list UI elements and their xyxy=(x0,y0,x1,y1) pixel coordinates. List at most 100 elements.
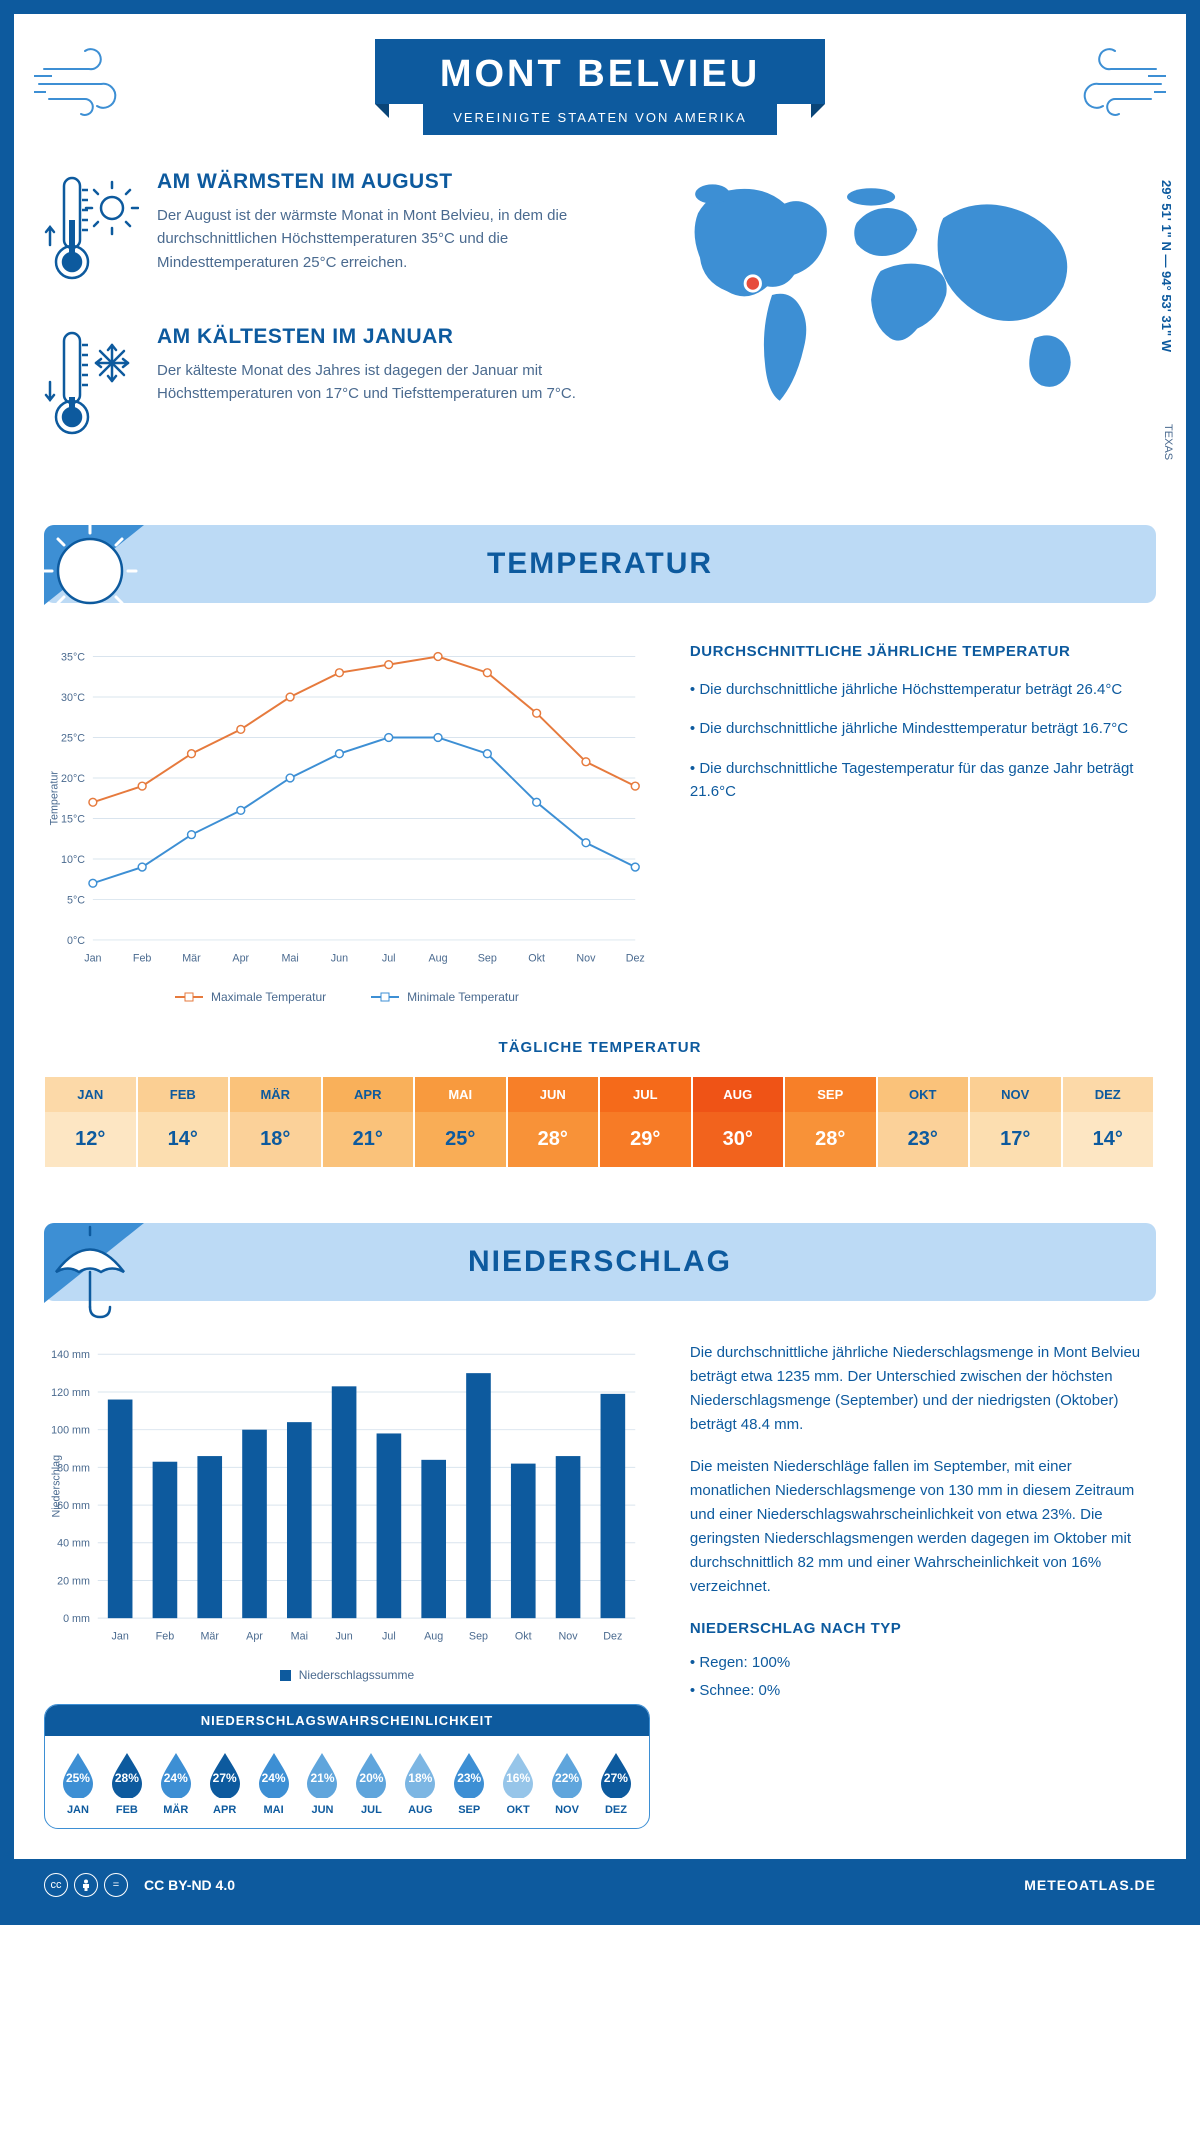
svg-text:Mär: Mär xyxy=(182,952,201,964)
daily-month-head: FEB xyxy=(138,1077,231,1112)
prob-value: 24% xyxy=(262,1771,286,1785)
svg-text:Aug: Aug xyxy=(424,1631,443,1643)
svg-text:100 mm: 100 mm xyxy=(51,1425,90,1437)
svg-text:Apr: Apr xyxy=(246,1631,263,1643)
raindrop-icon: 25% xyxy=(59,1750,97,1798)
prob-value: 27% xyxy=(213,1771,237,1785)
prob-month: APR xyxy=(202,1804,248,1816)
raindrop-icon: 27% xyxy=(597,1750,635,1798)
temperature-legend: .legend-item:nth-child(1) .legend-line::… xyxy=(44,990,650,1004)
svg-text:Jan: Jan xyxy=(84,952,101,964)
daily-temp-value: 14° xyxy=(1063,1112,1156,1167)
legend-precip: Niederschlagssumme xyxy=(280,1668,414,1682)
raindrop-icon: 20% xyxy=(352,1750,390,1798)
daily-month-head: JUN xyxy=(508,1077,601,1112)
prob-month: JUL xyxy=(348,1804,394,1816)
legend-min-label: Minimale Temperatur xyxy=(407,990,519,1004)
svg-text:40 mm: 40 mm xyxy=(57,1538,90,1550)
prob-value: 28% xyxy=(115,1771,139,1785)
daily-month-head: JAN xyxy=(45,1077,138,1112)
prob-month: NOV xyxy=(544,1804,590,1816)
precip-type-heading: NIEDERSCHLAG NACH TYP xyxy=(690,1617,1156,1641)
daily-temp-value: 28° xyxy=(508,1112,601,1167)
prob-value: 21% xyxy=(310,1771,334,1785)
prob-month: MÄR xyxy=(153,1804,199,1816)
precip-info: Die durchschnittliche jährliche Niedersc… xyxy=(690,1341,1156,1829)
svg-text:Dez: Dez xyxy=(626,952,645,964)
svg-text:30°C: 30°C xyxy=(61,692,85,704)
daily-month-head: AUG xyxy=(693,1077,786,1112)
legend-precip-label: Niederschlagssumme xyxy=(299,1668,414,1682)
prob-month: JUN xyxy=(300,1804,346,1816)
prob-month: DEZ xyxy=(593,1804,639,1816)
daily-month-head: DEZ xyxy=(1063,1077,1156,1112)
daily-temperature: TÄGLICHE TEMPERATUR JANFEBMÄRAPRMAIJUNJU… xyxy=(44,1039,1156,1168)
prob-value: 27% xyxy=(604,1771,628,1785)
precip-left: 0 mm20 mm40 mm60 mm80 mm100 mm120 mm140 … xyxy=(44,1341,650,1829)
daily-month-head: MÄR xyxy=(230,1077,323,1112)
prob-cell: 21% JUN xyxy=(300,1750,346,1816)
intro-cold-body: Der kälteste Monat des Jahres ist dagege… xyxy=(157,359,585,406)
prob-cell: 24% MAI xyxy=(251,1750,297,1816)
svg-text:Nov: Nov xyxy=(576,952,596,964)
wind-icon-left xyxy=(34,44,144,124)
intro-cold-text: AM KÄLTESTEN IM JANUAR Der kälteste Mona… xyxy=(157,325,585,450)
svg-text:120 mm: 120 mm xyxy=(51,1387,90,1399)
prob-cell: 27% APR xyxy=(202,1750,248,1816)
svg-text:Jul: Jul xyxy=(382,952,396,964)
raindrop-icon: 16% xyxy=(499,1750,537,1798)
intro-section: AM WÄRMSTEN IM AUGUST Der August ist der… xyxy=(44,170,1156,480)
umbrella-icon xyxy=(38,1217,153,1332)
sun-icon xyxy=(38,519,153,634)
svg-text:Temperatur: Temperatur xyxy=(49,771,61,826)
svg-text:Dez: Dez xyxy=(603,1631,622,1643)
svg-text:0°C: 0°C xyxy=(67,935,85,947)
svg-text:35°C: 35°C xyxy=(61,651,85,663)
precip-heading: NIEDERSCHLAG xyxy=(64,1245,1136,1279)
coordinates-label: 29° 51' 1" N — 94° 53' 31" W xyxy=(1159,180,1174,352)
raindrop-icon: 23% xyxy=(450,1750,488,1798)
prob-value: 20% xyxy=(359,1771,383,1785)
svg-text:Feb: Feb xyxy=(156,1631,175,1643)
legend-min: .legend-item:nth-child(2) .legend-line::… xyxy=(371,990,519,1004)
raindrop-icon: 24% xyxy=(255,1750,293,1798)
prob-grid: 25% JAN 28% FEB 24% MÄR 27% APR 24% MAI … xyxy=(45,1736,649,1828)
svg-text:140 mm: 140 mm xyxy=(51,1349,90,1361)
intro-warm: AM WÄRMSTEN IM AUGUST Der August ist der… xyxy=(44,170,585,295)
svg-text:Mai: Mai xyxy=(281,952,298,964)
prob-cell: 22% NOV xyxy=(544,1750,590,1816)
intro-warm-heading: AM WÄRMSTEN IM AUGUST xyxy=(157,170,585,194)
svg-text:10°C: 10°C xyxy=(61,854,85,866)
precip-content: 0 mm20 mm40 mm60 mm80 mm100 mm120 mm140 … xyxy=(44,1341,1156,1829)
precip-para1: Die durchschnittliche jährliche Niedersc… xyxy=(690,1341,1156,1437)
world-map-icon xyxy=(615,170,1156,420)
prob-month: AUG xyxy=(397,1804,443,1816)
prob-month: OKT xyxy=(495,1804,541,1816)
site-name: METEOATLAS.DE xyxy=(1024,1877,1156,1893)
by-icon xyxy=(74,1873,98,1897)
prob-month: FEB xyxy=(104,1804,150,1816)
prob-value: 24% xyxy=(164,1771,188,1785)
svg-text:Sep: Sep xyxy=(469,1631,488,1643)
prob-month: MAI xyxy=(251,1804,297,1816)
daily-temp-value: 23° xyxy=(878,1112,971,1167)
svg-text:25°C: 25°C xyxy=(61,732,85,744)
svg-text:Nov: Nov xyxy=(559,1631,579,1643)
raindrop-icon: 18% xyxy=(401,1750,439,1798)
thermometer-hot-icon xyxy=(44,170,139,295)
license-text: CC BY-ND 4.0 xyxy=(144,1877,235,1893)
daily-temp-value: 14° xyxy=(138,1112,231,1167)
daily-temp-value: 28° xyxy=(785,1112,878,1167)
svg-text:15°C: 15°C xyxy=(61,813,85,825)
svg-text:Mai: Mai xyxy=(291,1631,308,1643)
daily-month-head: OKT xyxy=(878,1077,971,1112)
prob-cell: 24% MÄR xyxy=(153,1750,199,1816)
intro-warm-text: AM WÄRMSTEN IM AUGUST Der August ist der… xyxy=(157,170,585,295)
page-subtitle: VEREINIGTE STAATEN VON AMERIKA xyxy=(423,104,777,135)
legend-max-label: Maximale Temperatur xyxy=(211,990,326,1004)
precip-para2: Die meisten Niederschläge fallen im Sept… xyxy=(690,1455,1156,1599)
svg-text:Aug: Aug xyxy=(428,952,447,964)
daily-temp-value: 21° xyxy=(323,1112,416,1167)
temp-bullet: • Die durchschnittliche jährliche Höchst… xyxy=(690,678,1156,701)
region-label: TEXAS xyxy=(1162,424,1174,460)
